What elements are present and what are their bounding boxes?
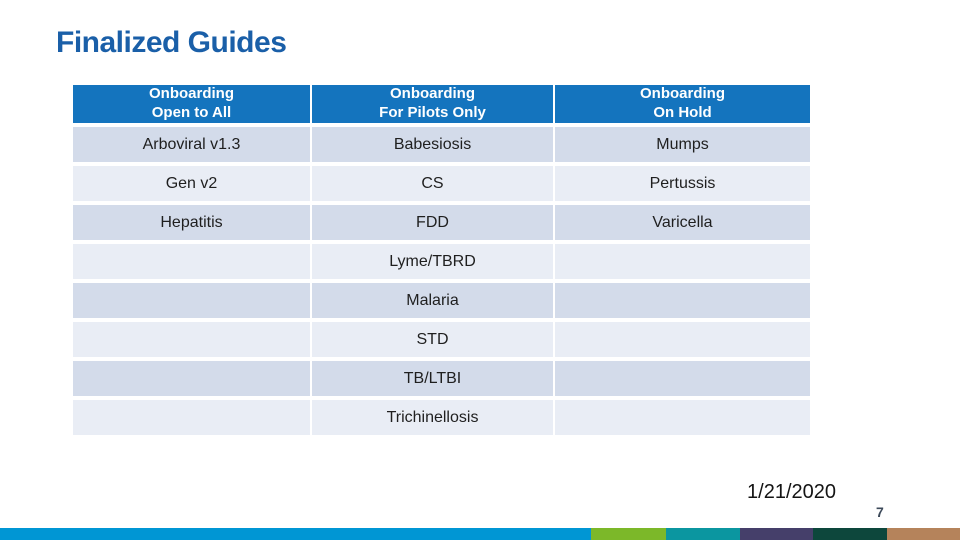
table-row: Malaria [73, 283, 810, 318]
slide-date: 1/21/2020 [747, 481, 836, 503]
header-line: Onboarding [149, 85, 234, 103]
header-line: On Hold [653, 104, 712, 121]
column-header-for-pilots-only: Onboarding For Pilots Only [312, 85, 553, 123]
cell-on-hold: Mumps [555, 127, 810, 162]
cell-for-pilots-only: FDD [312, 205, 553, 240]
header-line: For Pilots Only [379, 104, 486, 121]
footer-bar-segment-teal [666, 528, 740, 540]
cell-on-hold [555, 361, 810, 396]
cell-open-to-all: Gen v2 [73, 166, 310, 201]
column-header-on-hold: Onboarding On Hold [555, 85, 810, 123]
cell-open-to-all: Hepatitis [73, 205, 310, 240]
footer-bar-segment-purple [740, 528, 813, 540]
cell-open-to-all: Arboviral v1.3 [73, 127, 310, 162]
cell-on-hold: Pertussis [555, 166, 810, 201]
cell-for-pilots-only: TB/LTBI [312, 361, 553, 396]
column-header-open-to-all: Onboarding Open to All [73, 85, 310, 123]
page-title: Finalized Guides [56, 26, 287, 59]
cell-on-hold: Varicella [555, 205, 810, 240]
table-row: STD [73, 322, 810, 357]
header-line: Onboarding [640, 85, 725, 103]
cell-on-hold [555, 322, 810, 357]
table-row: Arboviral v1.3 Babesiosis Mumps [73, 127, 810, 162]
cell-for-pilots-only: Lyme/TBRD [312, 244, 553, 279]
cell-open-to-all [73, 361, 310, 396]
cell-for-pilots-only: Babesiosis [312, 127, 553, 162]
footer-bar-segment-blue [0, 528, 591, 540]
cell-on-hold [555, 283, 810, 318]
cell-for-pilots-only: CS [312, 166, 553, 201]
cell-open-to-all [73, 283, 310, 318]
table-row: Hepatitis FDD Varicella [73, 205, 810, 240]
cell-open-to-all [73, 322, 310, 357]
footer-bar-segment-dark-green [813, 528, 887, 540]
cell-for-pilots-only: STD [312, 322, 553, 357]
table-row: Lyme/TBRD [73, 244, 810, 279]
footer-bar-segment-green [591, 528, 666, 540]
table-row: Gen v2 CS Pertussis [73, 166, 810, 201]
cell-open-to-all [73, 400, 310, 435]
table-header-row: Onboarding Open to All Onboarding For Pi… [73, 85, 810, 123]
cell-for-pilots-only: Trichinellosis [312, 400, 553, 435]
table-row: TB/LTBI [73, 361, 810, 396]
guides-table: Onboarding Open to All Onboarding For Pi… [71, 81, 812, 439]
footer-bar-segment-tan [887, 528, 960, 540]
cell-for-pilots-only: Malaria [312, 283, 553, 318]
page-number: 7 [876, 504, 884, 520]
header-line: Onboarding [390, 85, 475, 103]
footer-color-bar [0, 528, 960, 540]
cell-open-to-all [73, 244, 310, 279]
header-line: Open to All [151, 104, 232, 121]
cell-on-hold [555, 244, 810, 279]
table-row: Trichinellosis [73, 400, 810, 435]
guides-table-wrap: Onboarding Open to All Onboarding For Pi… [71, 81, 812, 439]
cell-on-hold [555, 400, 810, 435]
